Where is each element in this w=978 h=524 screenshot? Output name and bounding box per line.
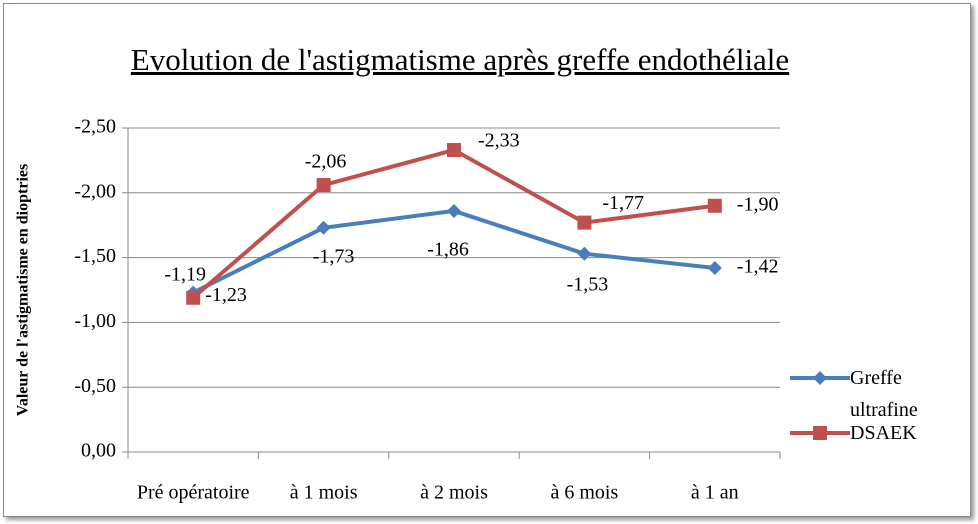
marker: [577, 215, 592, 230]
marker: [447, 203, 461, 218]
marker: [316, 220, 331, 235]
chart-title: Evolution de l'astigmatisme après greffe…: [130, 42, 790, 77]
data-label: -1,42: [737, 256, 779, 278]
y-tick-label: -1,00: [74, 310, 116, 332]
y-tick-label: 0,00: [81, 440, 116, 462]
y-tick-label: -1,50: [74, 245, 116, 267]
series-line: [191, 147, 716, 300]
y-tick-label: -2,00: [74, 180, 116, 202]
data-label: -2,06: [305, 151, 347, 173]
marker: [186, 290, 201, 305]
marker: [577, 246, 592, 261]
x-tick-label: Pré opératoire: [137, 482, 250, 504]
data-label: -1,77: [602, 192, 644, 214]
data-label: -1,23: [205, 284, 247, 306]
y-axis-label: Valeur de l'astigmatisme en dioptries: [15, 164, 32, 416]
legend-marker: [813, 371, 827, 385]
data-label: -1,90: [737, 193, 779, 215]
marker: [707, 198, 722, 213]
legend-marker: [813, 426, 827, 440]
marker: [447, 143, 461, 158]
data-label: -1,53: [567, 273, 609, 295]
x-tick-label: à 6 mois: [551, 482, 619, 504]
x-tick-label: à 1 mois: [290, 482, 358, 504]
x-tick-label: à 1 an: [691, 482, 739, 504]
data-label: -2,33: [478, 130, 520, 152]
y-tick-label: -0,50: [74, 375, 116, 397]
data-label: -1,19: [164, 263, 206, 285]
marker: [316, 178, 331, 193]
data-label: -1,73: [313, 245, 355, 267]
legend-label: Greffe ultrafine: [850, 367, 918, 421]
x-tick-label: à 2 mois: [420, 482, 488, 504]
marker: [707, 260, 722, 275]
y-tick-label: -2,50: [74, 116, 116, 138]
legend-label: DSAEK: [850, 422, 917, 444]
data-label: -1,86: [427, 239, 469, 261]
